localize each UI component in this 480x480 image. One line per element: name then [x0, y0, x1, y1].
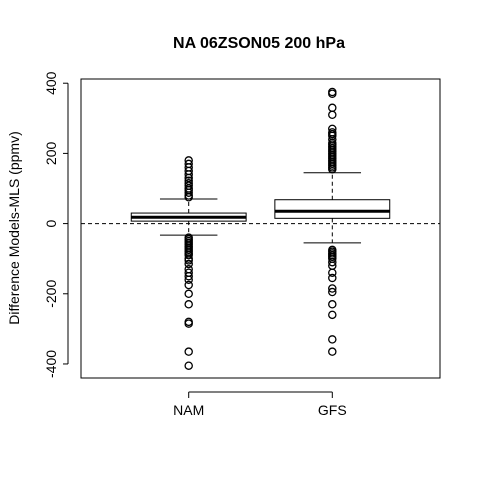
outlier-point: [328, 273, 337, 283]
outlier-point: [328, 103, 337, 113]
outlier-point: [328, 284, 337, 293]
data-layer: [81, 87, 440, 370]
y-tick-label: 400: [43, 71, 59, 95]
outlier-point: [184, 289, 193, 299]
outlier-point: [184, 259, 193, 269]
outlier-point: [328, 310, 337, 320]
x-tick-label: GFS: [318, 402, 347, 418]
outlier-point: [328, 268, 337, 277]
y-axis-label: Difference Models-MLS (ppmv): [6, 131, 22, 324]
y-tick-label: -200: [43, 280, 59, 308]
outlier-point: [184, 300, 193, 309]
y-tick-label: 200: [43, 142, 59, 166]
box-nam: [130, 156, 247, 370]
outlier-point: [184, 275, 193, 284]
outlier-point: [328, 335, 337, 344]
outlier-point: [328, 300, 337, 309]
outlier-point: [184, 178, 193, 188]
outlier-point: [328, 128, 337, 137]
iqr-box: [274, 199, 391, 219]
outlier-point: [184, 347, 193, 356]
outlier-point: [184, 250, 193, 260]
chart-title: NA 06ZSON05 200 hPa: [173, 35, 345, 52]
outlier-point: [328, 124, 337, 134]
outlier-point: [184, 319, 193, 328]
outlier-point: [184, 176, 193, 186]
box-gfs: [274, 87, 391, 356]
outlier-point: [328, 257, 337, 267]
outlier-point: [184, 159, 193, 169]
plot-frame: [80, 78, 441, 379]
outlier-point: [328, 287, 337, 297]
outlier-point: [184, 156, 193, 165]
outlier-point: [328, 347, 337, 356]
outlier-point: [184, 271, 193, 281]
outlier-point: [184, 361, 193, 370]
outlier-point: [184, 256, 193, 265]
y-tick-label: -400: [43, 350, 59, 378]
outlier-point: [328, 87, 337, 97]
y-tick-label: 0: [43, 219, 59, 227]
x-tick-label: NAM: [173, 402, 204, 418]
outlier-point: [184, 280, 193, 290]
axes-layer: -400 -200 0 200 400 NAM GFS: [43, 71, 347, 418]
